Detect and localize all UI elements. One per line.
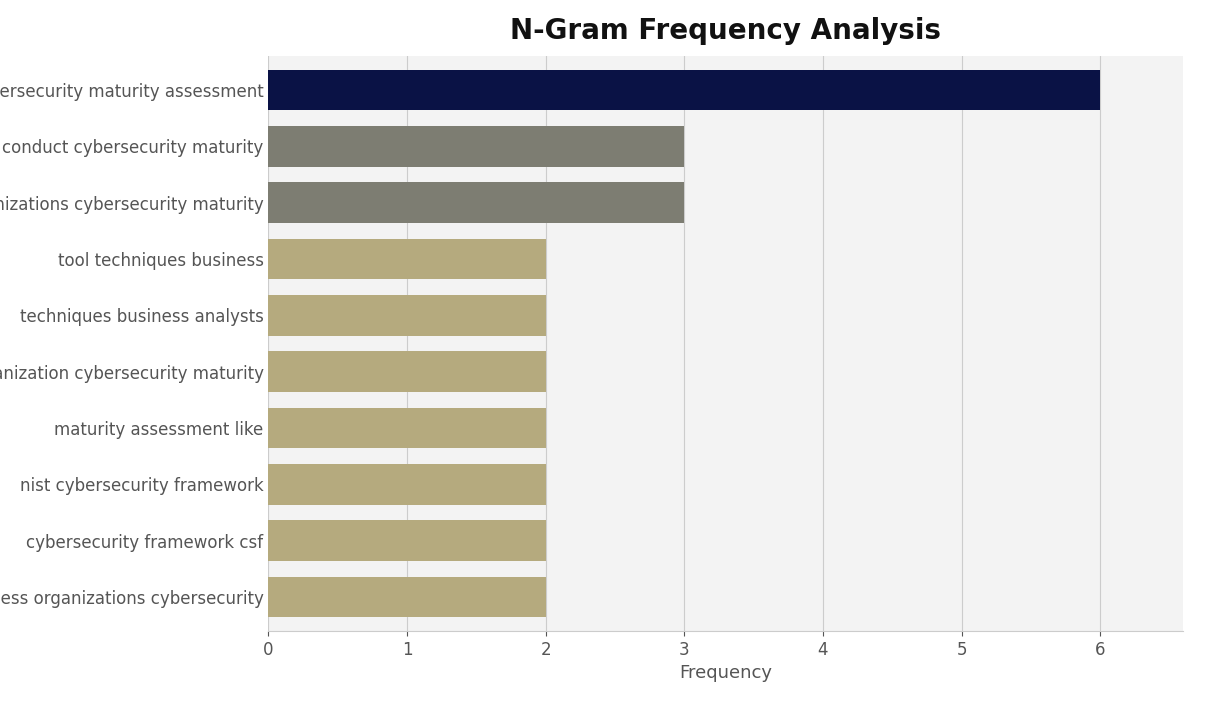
Bar: [268, 295, 545, 336]
Bar: [268, 464, 545, 505]
Bar: [268, 182, 684, 223]
Bar: [268, 238, 545, 279]
Bar: [268, 520, 545, 561]
X-axis label: Frequency: Frequency: [680, 664, 772, 682]
Bar: [268, 408, 545, 449]
Bar: [268, 577, 545, 618]
Title: N-Gram Frequency Analysis: N-Gram Frequency Analysis: [510, 18, 942, 46]
Bar: [268, 126, 684, 167]
Bar: [268, 69, 1100, 110]
Bar: [268, 351, 545, 392]
